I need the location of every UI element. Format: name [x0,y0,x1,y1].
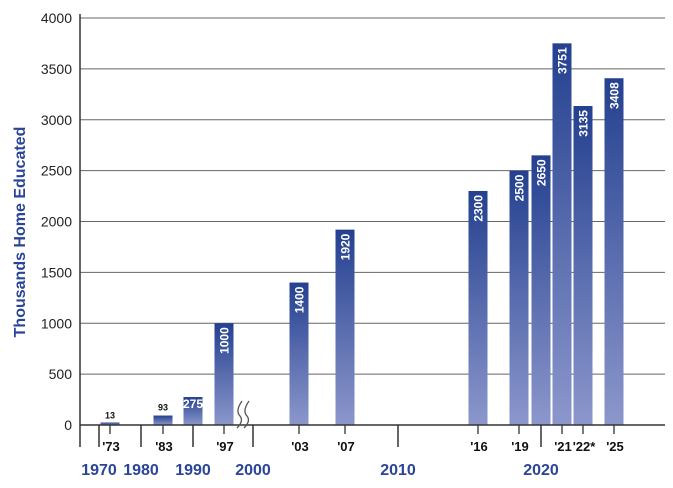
y-tick-label: 0 [64,417,72,433]
y-tick-label: 1000 [41,315,72,331]
bar-value-label: 275 [183,397,203,411]
bar-value-label: 1920 [339,233,353,260]
bar [153,415,173,425]
decade-label: 1970 [81,462,117,479]
axis-break-mark [236,400,243,429]
x-tick-label: '73 [102,439,120,454]
decade-label: 1990 [175,462,211,479]
bar [183,397,203,425]
y-tick-label: 1500 [41,264,72,280]
x-tick-label: '16 [470,439,488,454]
bar [335,229,355,425]
y-tick-label: 3500 [41,61,72,77]
bar [214,323,234,425]
y-tick-label: 3000 [41,112,72,128]
bar-value-label: 3135 [577,110,591,137]
bar [289,282,309,425]
bar [604,78,624,426]
bar [552,43,572,425]
y-tick-label: 500 [49,366,73,382]
bar-value-label: 3408 [608,82,622,109]
axis-break-mark [243,400,250,429]
x-tick-label: '97 [216,439,234,454]
bar-value-label: 2500 [513,174,527,201]
bar-value-label: 1400 [293,286,307,313]
y-tick-label: 2500 [41,163,72,179]
bar [468,190,488,425]
bar-value-label: 3751 [556,47,570,74]
bar-value-label: 2300 [472,195,486,222]
bars [100,43,624,426]
x-tick-label: '21 [554,439,572,454]
x-tick-label: '03 [291,439,309,454]
x-tick-label: '83 [155,439,173,454]
x-tick-label: '25 [606,439,624,454]
axes [79,14,665,447]
x-tick-label: '22* [573,439,597,454]
x-tick-label: '19 [511,439,529,454]
y-axis-label: Thousands Home Educated [12,127,29,338]
bar-value-label: 13 [105,411,115,421]
bar-value-label: 2650 [535,159,549,186]
x-tick-label: '07 [337,439,355,454]
y-tick-label: 4000 [41,10,72,26]
bar [573,106,593,426]
y-tick-label: 2000 [41,214,72,230]
grid [80,17,665,375]
decade-label: 2000 [235,462,271,479]
y-axis-ticks: 0 500 1000 1500 2000 2500 3000 3500 4000 [41,10,72,433]
bar-value-label: 1000 [218,327,232,354]
bar-value-label: 93 [158,403,168,413]
decade-label: 1980 [123,462,159,479]
decade-label: 2020 [523,462,559,479]
bar [509,170,529,425]
bar [100,422,120,425]
bar [531,155,551,426]
labels: 13 '73 93 '83 275 1000 '97 1400 '03 1920 '07 2300 '1… [81,47,624,479]
decade-label: 2010 [380,462,416,479]
